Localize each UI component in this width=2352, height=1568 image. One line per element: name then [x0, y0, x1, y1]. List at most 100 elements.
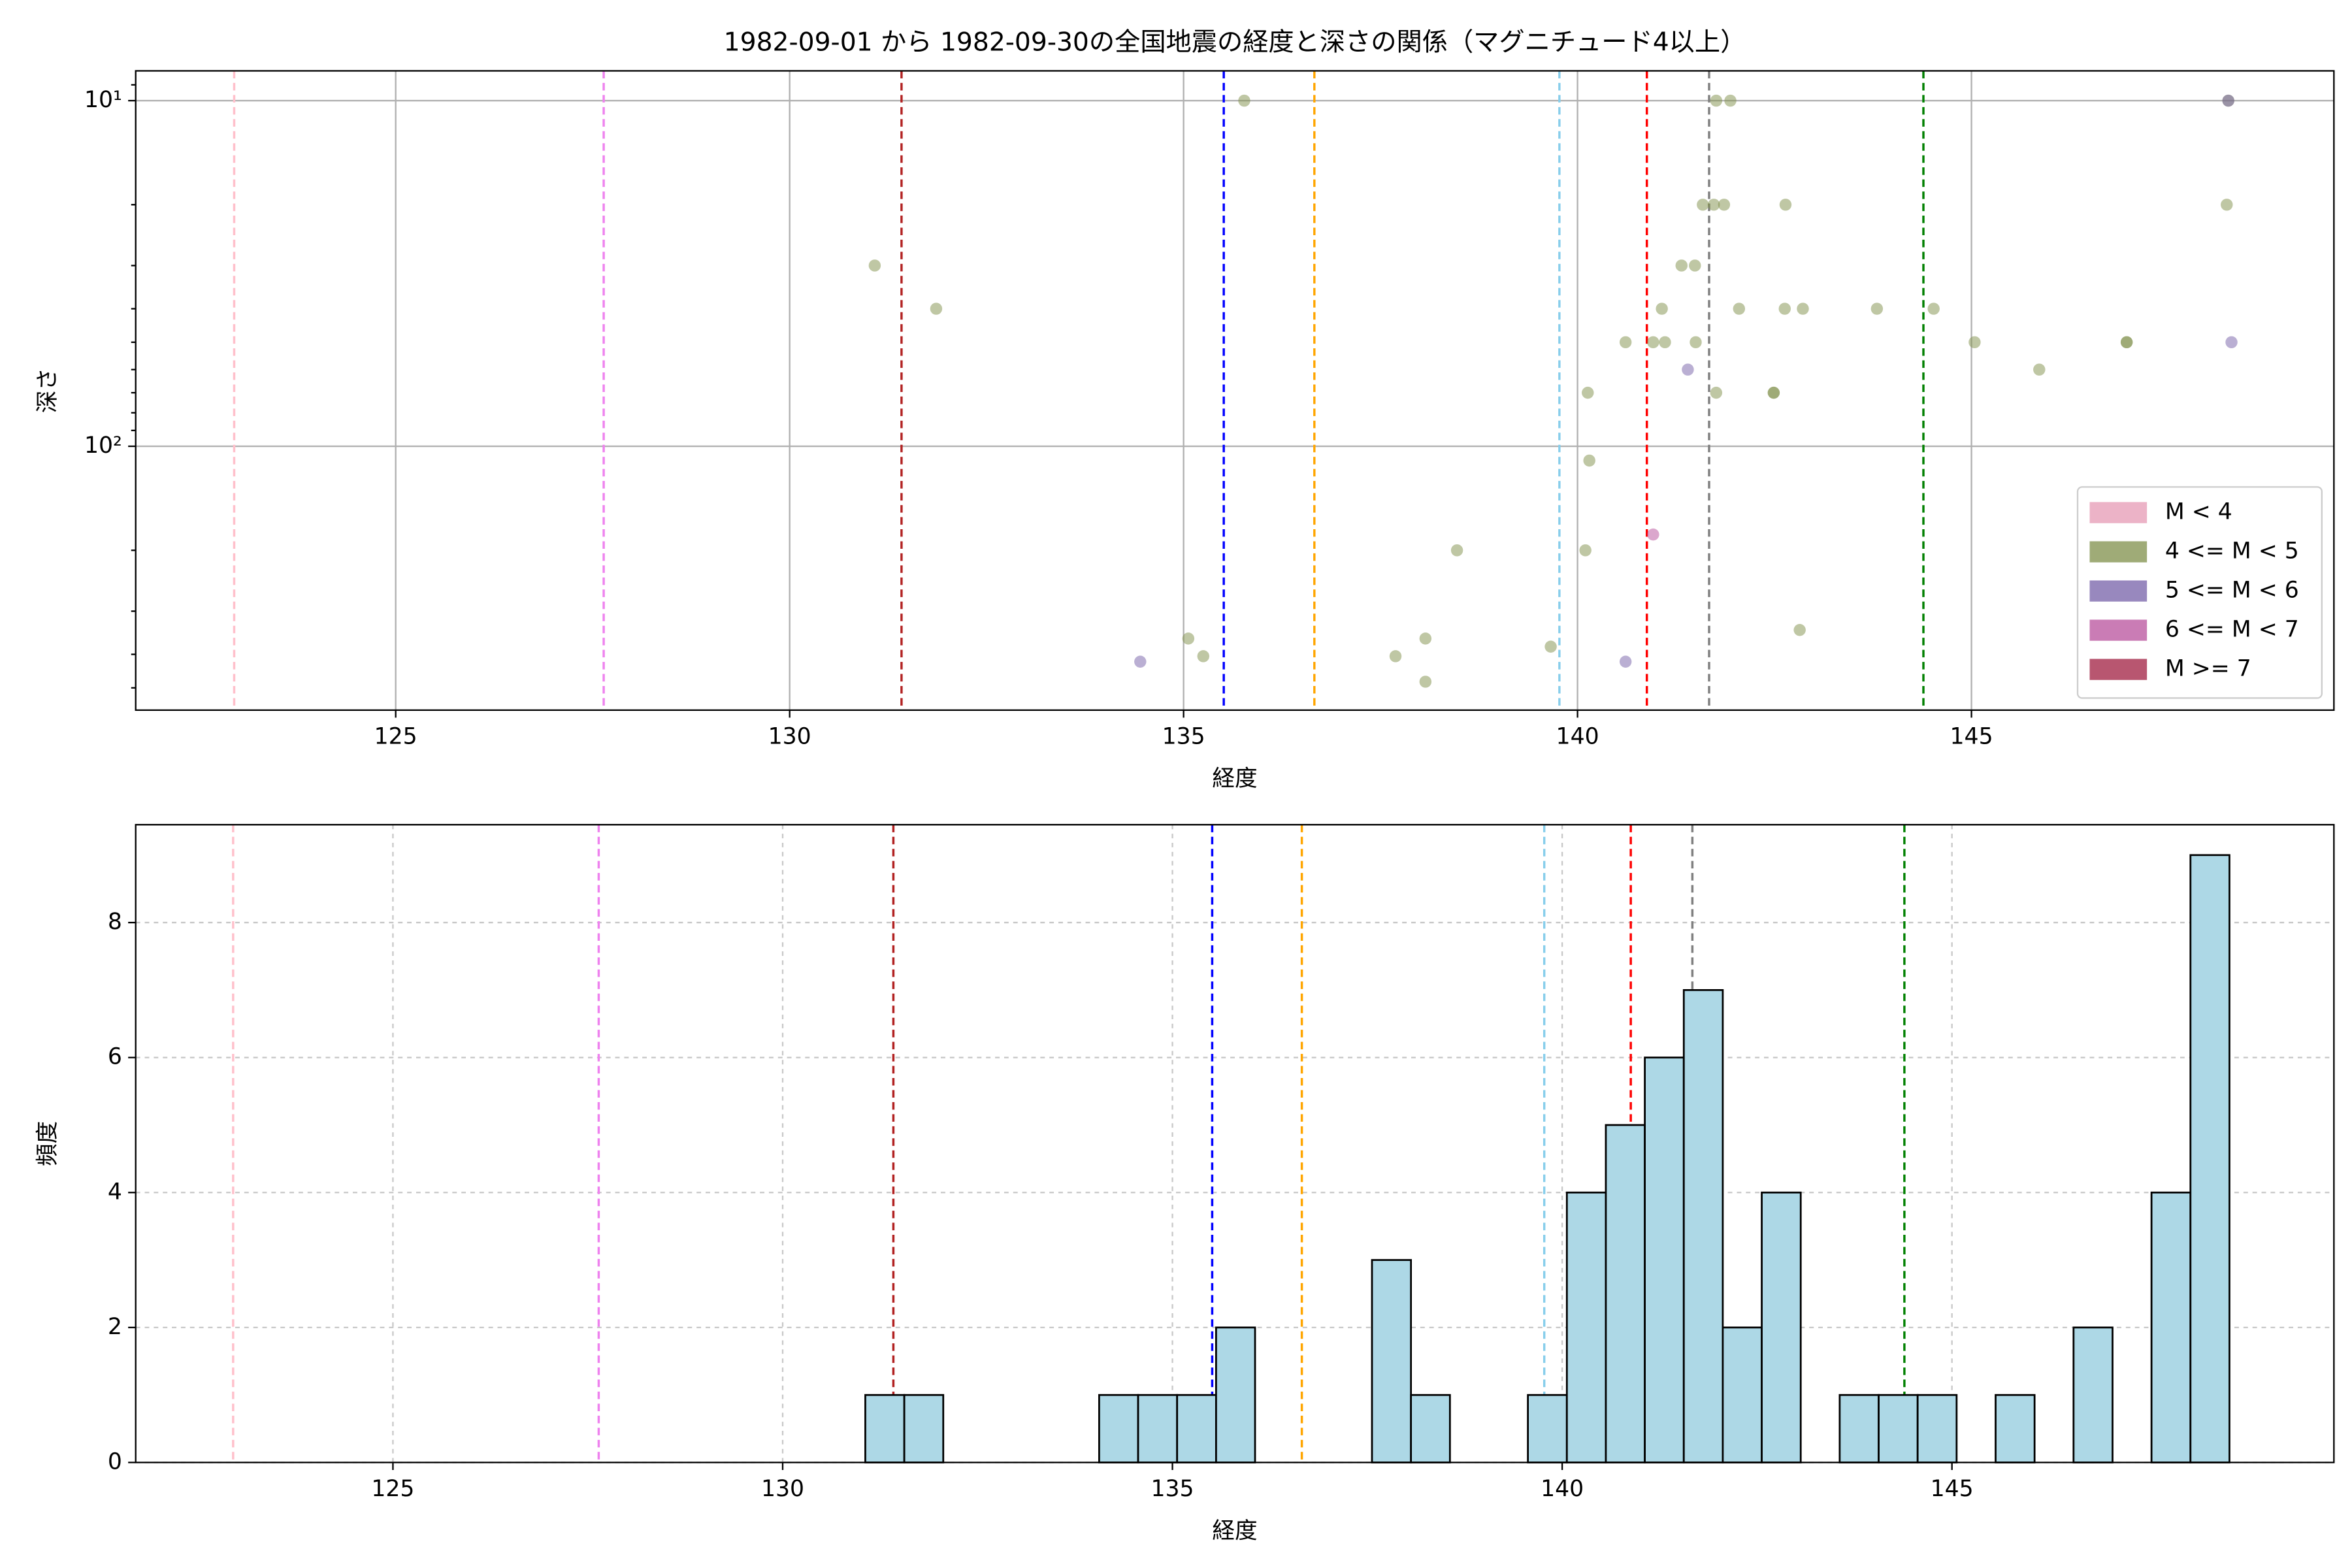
histogram-bar: [1838, 1394, 1880, 1463]
x-tick-label: 125: [374, 723, 417, 749]
scatter-point: [1582, 386, 1594, 399]
scatter-point: [1419, 676, 1432, 688]
scatter-point: [1197, 650, 1209, 662]
scatter-point: [1675, 259, 1688, 272]
scatter-point: [1544, 640, 1557, 653]
y-axis-label: 頻度: [35, 1121, 61, 1166]
histogram-bar: [1410, 1394, 1451, 1463]
histogram-bar: [1916, 1394, 1958, 1463]
scatter-point: [1707, 199, 1720, 211]
histogram-bar: [1137, 1394, 1179, 1463]
histogram-bar: [864, 1394, 906, 1463]
histogram-bar: [1644, 1056, 1685, 1463]
y-tick-label: 6: [108, 1044, 122, 1070]
legend-label: M >= 7: [2165, 656, 2251, 682]
x-tick-label: 130: [761, 1476, 804, 1502]
chart-title: 1982-09-01 から 1982-09-30の全国地震の経度と深さの関係（マ…: [724, 27, 1746, 57]
x-tick-label: 135: [1162, 723, 1205, 749]
plot-frame: [135, 824, 2335, 1463]
histogram-bar: [903, 1394, 945, 1463]
legend-box: [2076, 486, 2323, 699]
histogram-bar: [1605, 1124, 1646, 1463]
histogram-bar: [2150, 1191, 2192, 1463]
y-tick-label: 0: [108, 1448, 122, 1475]
x-axis-label: 経度: [1212, 1518, 1257, 1544]
scatter-point: [1647, 528, 1659, 541]
scatter-point: [1647, 336, 1659, 349]
histogram-bar: [1215, 1326, 1256, 1463]
y-tick-label: 2: [108, 1314, 122, 1340]
scatter-point: [1689, 259, 1701, 272]
x-tick-label: 125: [371, 1476, 414, 1502]
x-tick-label: 145: [1950, 723, 1993, 749]
scatter-point: [1797, 302, 1809, 315]
scatter-point: [1579, 544, 1592, 557]
scatter-point: [1968, 336, 1981, 349]
histogram-bar: [2072, 1326, 2114, 1463]
x-tick-label: 135: [1151, 1476, 1194, 1502]
histogram-bar: [1878, 1394, 1919, 1463]
scatter-point: [1238, 94, 1250, 107]
histogram-bar: [2189, 854, 2230, 1463]
scatter-point: [868, 259, 881, 272]
scatter-point: [1718, 199, 1731, 211]
legend-label: 4 <= M < 5: [2165, 538, 2299, 564]
scatter-point: [1793, 623, 1806, 636]
scatter-point: [1767, 386, 1780, 399]
scatter-point: [1724, 94, 1737, 107]
histogram-bar: [1995, 1394, 2036, 1463]
scatter-point: [1733, 302, 1746, 315]
histogram-bar: [1682, 989, 1724, 1463]
scatter-point: [1182, 632, 1195, 645]
y-tick-label: 10²: [84, 433, 122, 459]
scatter-point: [1450, 544, 1463, 557]
y-tick-label: 4: [108, 1179, 122, 1205]
histogram-bar: [1176, 1394, 1217, 1463]
scatter-point: [1656, 302, 1668, 315]
scatter-point: [2225, 336, 2238, 349]
legend-label: 6 <= M < 7: [2165, 617, 2299, 643]
x-tick-label: 130: [768, 723, 811, 749]
x-tick-label: 140: [1541, 1476, 1584, 1502]
legend-label: 5 <= M < 6: [2165, 578, 2299, 604]
scatter-point: [1927, 302, 1940, 315]
scatter-point: [2033, 363, 2046, 376]
scatter-point: [1710, 386, 1723, 399]
scatter-point: [1619, 336, 1632, 349]
histogram-bar: [1761, 1191, 1802, 1463]
y-tick-label: 10¹: [84, 87, 122, 113]
scatter-point: [1134, 655, 1147, 668]
histogram-bar: [1565, 1191, 1607, 1463]
x-tick-label: 140: [1556, 723, 1599, 749]
scatter-point: [1778, 302, 1791, 315]
scatter-point: [2120, 336, 2133, 349]
scatter-point: [1870, 302, 1884, 315]
scatter-point: [1690, 336, 1702, 349]
scatter-point: [1419, 632, 1432, 645]
scatter-point: [1583, 454, 1595, 467]
legend-swatch: [2089, 580, 2148, 602]
scatter-point: [1710, 94, 1723, 107]
y-axis-label: 深さ: [35, 368, 61, 413]
legend-swatch: [2089, 659, 2148, 680]
histogram-bar: [1527, 1394, 1568, 1463]
plot-frame: [135, 70, 2335, 711]
scatter-point: [2222, 94, 2234, 107]
histogram-bar: [1098, 1394, 1139, 1463]
scatter-point: [1619, 655, 1632, 668]
legend-swatch: [2089, 502, 2148, 523]
scatter-point: [930, 302, 943, 315]
scatter-point: [1389, 650, 1402, 662]
legend-swatch: [2089, 619, 2148, 641]
legend-swatch: [2089, 541, 2148, 563]
scatter-point: [1682, 363, 1694, 376]
scatter-point: [2221, 199, 2233, 211]
histogram-bar: [1371, 1259, 1413, 1463]
scatter-point: [1779, 199, 1792, 211]
x-tick-label: 145: [1931, 1476, 1974, 1502]
histogram-bar: [1722, 1326, 1763, 1463]
scatter-point: [1697, 199, 1709, 211]
scatter-point: [1659, 336, 1671, 349]
